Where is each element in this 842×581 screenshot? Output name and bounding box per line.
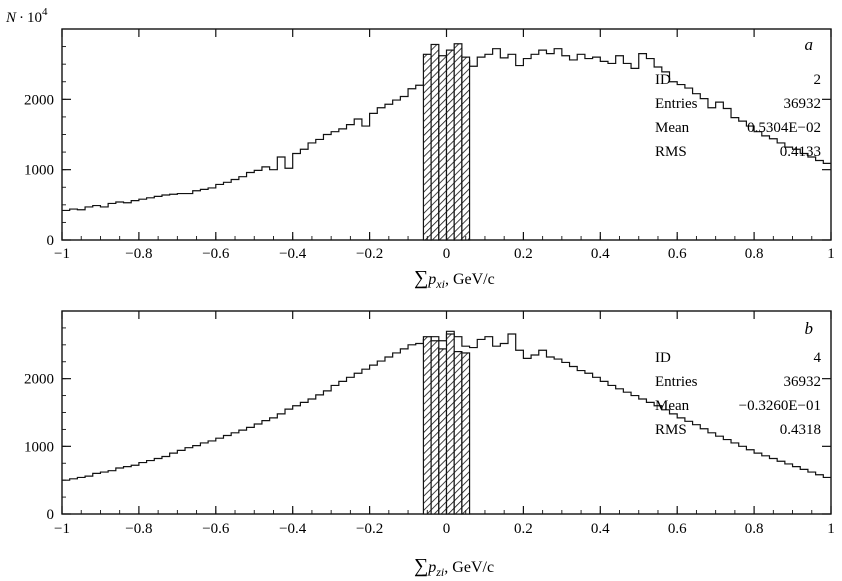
panel-b-hatched-bar-3: [445, 333, 455, 515]
panel-a-x-tick-label-2: −0.6: [202, 246, 230, 262]
panel-a-y-tick-label-0: 0: [47, 233, 55, 249]
panel-a-stat-key-1: Entries: [655, 96, 698, 112]
panel-a-x-tick-label-0: −1: [54, 246, 70, 262]
panel-a-x-axis-label: ∑pxi, GeV/c: [414, 267, 495, 291]
panel-b-x-axis-label: ∑pzi, GeV/c: [414, 555, 494, 579]
panel-b-x-tick-label-1: −0.8: [125, 521, 152, 537]
panel-a-stats-box: ID 2 Entries 36932 Mean 0.5304E−02 RMS 0…: [655, 72, 821, 160]
panel-a-x-tick-label-8: 0.6: [668, 246, 687, 262]
panel-b-stat-key-2: Mean: [655, 398, 690, 414]
panel-b-hatched-bar-0: [422, 336, 432, 515]
panel-a-stat-key-2: Mean: [655, 120, 690, 136]
panel-a-hatched-bar-4: [453, 43, 463, 241]
panel-b-y-tick-label-1: 1000: [24, 439, 54, 455]
panel-b-stat-value-1: 36932: [784, 374, 822, 390]
panel-a-hatched-bar-3: [445, 49, 455, 241]
panel-b-y-tick-label-0: 0: [47, 507, 55, 523]
panel-a-hatched-bar-2: [438, 55, 448, 241]
panel-b-stat-value-2: −0.3260E−01: [739, 398, 821, 414]
panel-a-y-ticks: 0 1000 2000: [24, 28, 831, 249]
panel-a-stat-value-0: 2: [814, 72, 822, 88]
panel-a-y-tick-label-2: 2000: [24, 92, 54, 108]
panel-b: −1 −0.8 −0.6 −0.4 −0.2 0 0.2 0.4 0.6 0.8 1 0 1000 20…: [24, 310, 835, 579]
panel-b-y-tick-label-2: 2000: [24, 372, 54, 388]
panel-b-x-tick-label-4: −0.2: [356, 521, 383, 537]
panel-a-hatched-bar-5: [461, 56, 471, 241]
panel-b-x-tick-label-8: 0.6: [668, 521, 687, 537]
panel-a-x-tick-label-9: 0.8: [745, 246, 764, 262]
panel-b-x-tick-label-6: 0.2: [514, 521, 533, 537]
panel-b-stat-value-3: 0.4318: [780, 422, 821, 438]
panel-b-x-tick-label-0: −1: [54, 521, 70, 537]
panel-a-letter: a: [805, 35, 814, 54]
panel-b-stat-key-1: Entries: [655, 374, 698, 390]
panel-a-x-tick-label-3: −0.4: [279, 246, 307, 262]
panel-b-letter: b: [805, 319, 814, 338]
panel-b-x-tick-label-7: 0.4: [591, 521, 610, 537]
panel-b-x-tick-label-9: 0.8: [745, 521, 764, 537]
panel-b-stat-key-3: RMS: [655, 422, 687, 438]
panel-a-hatched-bins: [422, 43, 471, 241]
panel-b-x-ticks: −1 −0.8 −0.6 −0.4 −0.2 0 0.2 0.4 0.6 0.8 1: [54, 311, 835, 537]
panel-b-x-tick-label-2: −0.6: [202, 521, 230, 537]
panel-b-stat-value-0: 4: [814, 350, 822, 366]
panel-b-stat-key-0: ID: [655, 350, 671, 366]
panel-a-stat-key-0: ID: [655, 72, 671, 88]
panel-b-hatched-bar-1: [430, 340, 440, 515]
panel-a-hatched-bar-0: [422, 53, 432, 241]
panel-a-stat-value-1: 36932: [784, 96, 822, 112]
y-axis-label: N · 104: [5, 6, 48, 26]
panel-a-x-tick-label-10: 1: [827, 246, 835, 262]
panel-b-hatched-bins: [422, 333, 471, 515]
panel-b-x-tick-label-10: 1: [827, 521, 835, 537]
panel-a-x-ticks: −1 −0.8 −0.6 −0.4 −0.2 0 0.2 0.4 0.6 0.8 1: [54, 29, 835, 262]
panel-b-x-tick-label-5: 0: [443, 521, 451, 537]
panel-b-hatched-bar-2: [438, 348, 448, 515]
panel-a: −1 −0.8 −0.6 −0.4 −0.2 0 0.2 0.4 0.6 0.8 1 0100020…: [24, 28, 835, 291]
panel-b-hatched-bar-4: [453, 351, 463, 515]
panel-a-stat-value-2: 0.5304E−02: [747, 120, 821, 136]
panel-a-x-tick-label-6: 0.2: [514, 246, 533, 262]
panel-b-x-tick-label-3: −0.4: [279, 521, 307, 537]
panel-a-stat-value-3: 0.4133: [780, 144, 821, 160]
panel-b-y-ticks: 0 1000 2000: [24, 310, 831, 523]
panel-a-hatched-bar-1: [430, 43, 440, 241]
panel-a-x-tick-label-1: −0.8: [125, 246, 152, 262]
panel-b-hatched-bar-5: [461, 352, 471, 515]
panel-a-y-tick-label-1: 1000: [24, 163, 54, 179]
panel-a-x-tick-label-4: −0.2: [356, 246, 383, 262]
panel-a-x-tick-label-7: 0.4: [591, 246, 610, 262]
panel-a-stat-key-3: RMS: [655, 144, 687, 160]
panel-a-x-tick-label-5: 0: [443, 246, 451, 262]
panel-b-stats-box: ID 4 Entries 36932 Mean −0.3260E−01 RMS …: [655, 350, 822, 438]
